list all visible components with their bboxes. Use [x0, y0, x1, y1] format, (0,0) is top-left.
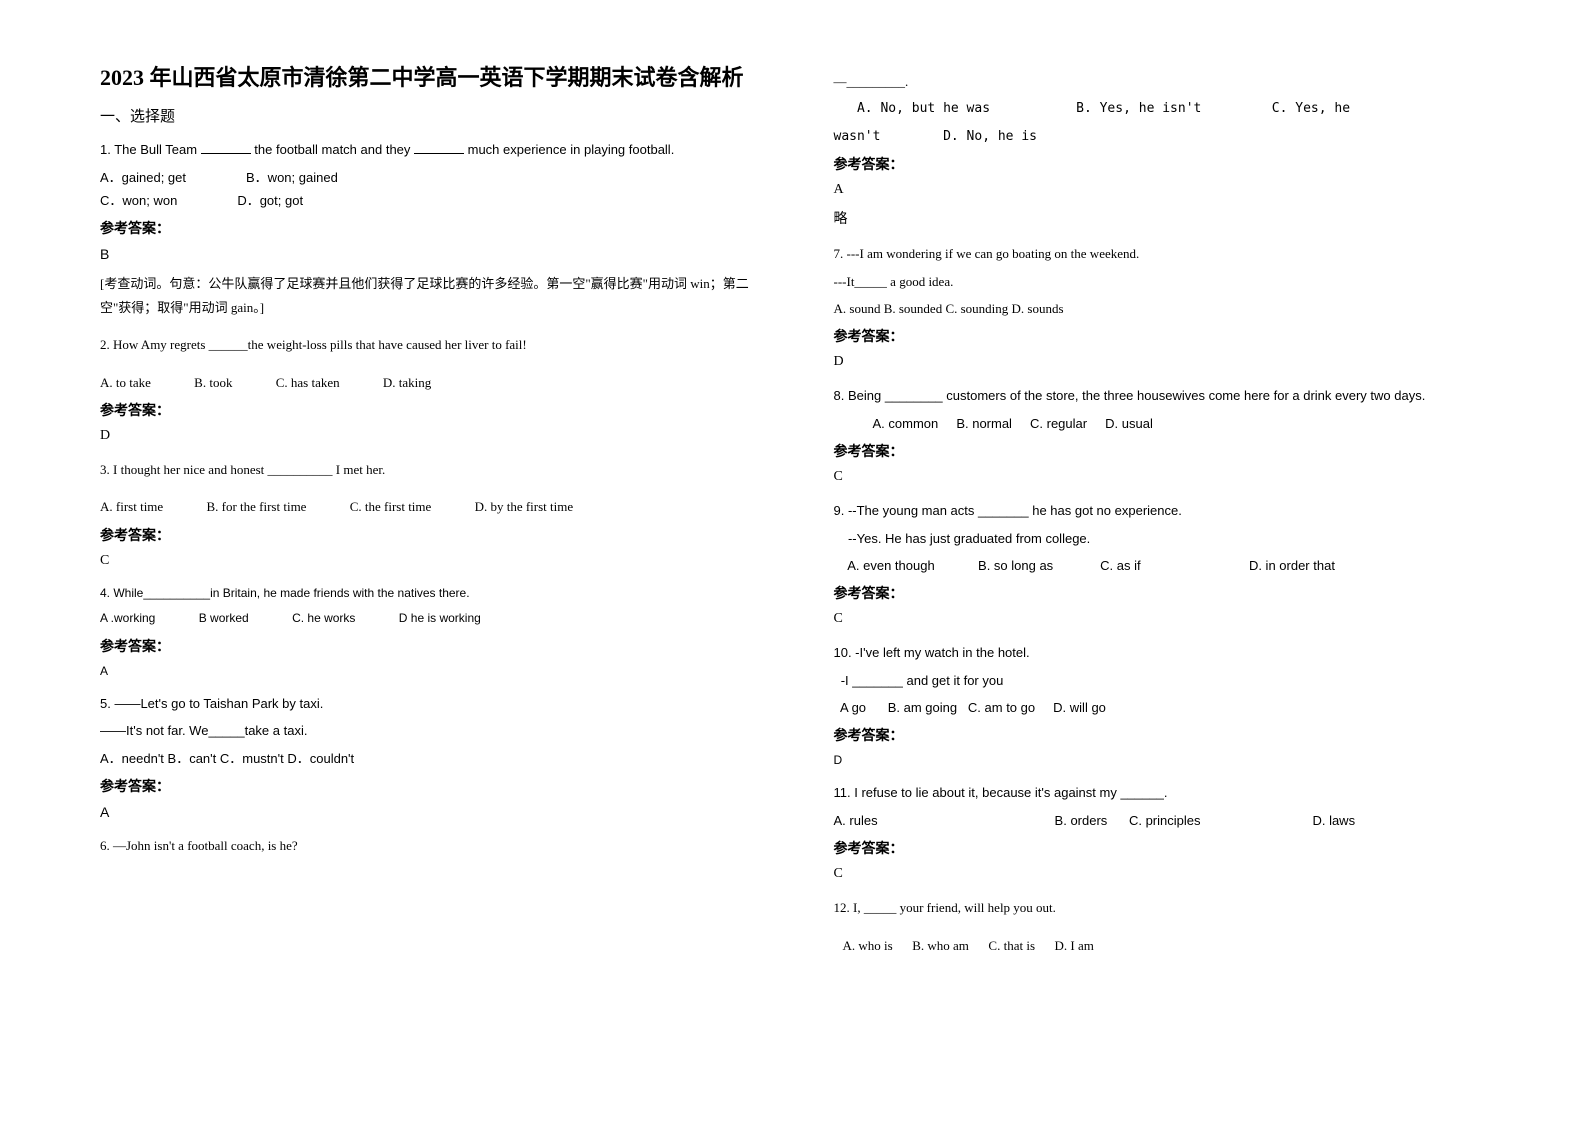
- question-9: 9. --The young man acts _______ he has g…: [834, 499, 1488, 627]
- q8-answer: C: [834, 469, 1488, 485]
- right-column: —_________. A. No, but he was B. Yes, he…: [834, 60, 1488, 971]
- q6-answer: A: [834, 182, 1488, 198]
- answer-label: 参考答案：: [100, 525, 754, 545]
- q4-answer: A: [100, 664, 754, 678]
- q2-opt-b: B. took: [194, 371, 232, 394]
- q4-opt-a: A .working: [100, 608, 155, 630]
- q1-opt-a: A．gained; get: [100, 166, 186, 189]
- q4-opt-c: C. he works: [292, 608, 355, 630]
- answer-label: 参考答案：: [100, 218, 754, 238]
- q5-text2: ――It's not far. We_____take a taxi.: [100, 719, 754, 742]
- q1-options-row2: C．won; won D．got; got: [100, 189, 754, 212]
- q1-answer: B: [100, 246, 754, 262]
- q9-options: A. even though B. so long as C. as if D.…: [834, 554, 1488, 577]
- question-2: 2. How Amy regrets ______the weight-loss…: [100, 333, 754, 444]
- q4-opt-b: B worked: [199, 608, 249, 630]
- q2-answer: D: [100, 428, 754, 444]
- skip-label: 略: [834, 208, 1488, 228]
- q1-opt-d: D．got; got: [237, 189, 303, 212]
- q3-opt-b: B. for the first time: [206, 495, 306, 518]
- q8-options: A. common B. normal C. regular D. usual: [834, 412, 1488, 435]
- q1-options-row1: A．gained; get B．won; gained: [100, 166, 754, 189]
- q3-opt-a: A. first time: [100, 495, 163, 518]
- question-5: 5. ――Let's go to Taishan Park by taxi. ―…: [100, 692, 754, 820]
- q1-opt-c: C．won; won: [100, 189, 177, 212]
- q1-explanation: [考查动词。句意：公牛队赢得了足球赛并且他们获得了足球比赛的许多经验。第一空"赢…: [100, 272, 754, 319]
- q10-answer: D: [834, 753, 1488, 767]
- q4-text: 4. While__________in Britain, he made fr…: [100, 583, 754, 605]
- q10-text2: -I _______ and get it for you: [834, 669, 1488, 692]
- question-3: 3. I thought her nice and honest _______…: [100, 458, 754, 569]
- q6-dash: —_________.: [834, 70, 1488, 93]
- q3-opt-c: C. the first time: [350, 495, 432, 518]
- q5-text1: 5. ――Let's go to Taishan Park by taxi.: [100, 692, 754, 715]
- q5-answer: A: [100, 804, 754, 820]
- q6-options2: wasn't D. No, he is: [834, 125, 1488, 148]
- q2-text: 2. How Amy regrets ______the weight-loss…: [100, 333, 754, 356]
- question-8: 8. Being ________ customers of the store…: [834, 384, 1488, 485]
- question-7: 7. ---I am wondering if we can go boatin…: [834, 242, 1488, 370]
- question-12: 12. I, _____ your friend, will help you …: [834, 896, 1488, 957]
- q10-text1: 10. -I've left my watch in the hotel.: [834, 641, 1488, 664]
- q11-text: 11. I refuse to lie about it, because it…: [834, 781, 1488, 804]
- q2-opt-c: C. has taken: [276, 371, 340, 394]
- question-6-cont: —_________. A. No, but he was B. Yes, he…: [834, 70, 1488, 228]
- question-10: 10. -I've left my watch in the hotel. -I…: [834, 641, 1488, 767]
- q3-opt-d: D. by the first time: [475, 495, 574, 518]
- q7-text1: 7. ---I am wondering if we can go boatin…: [834, 242, 1488, 265]
- q1-part1: 1. The Bull Team: [100, 142, 201, 157]
- q10-options: A go B. am going C. am to go D. will go: [834, 696, 1488, 719]
- q12-options: A. who is B. who am C. that is D. I am: [834, 934, 1488, 957]
- q1-part2: the football match and they: [251, 142, 414, 157]
- q1-text: 1. The Bull Team the football match and …: [100, 138, 754, 161]
- q9-text2: --Yes. He has just graduated from colleg…: [834, 527, 1488, 550]
- q1-part3: much experience in playing football.: [464, 142, 674, 157]
- question-1: 1. The Bull Team the football match and …: [100, 138, 754, 319]
- q11-answer: C: [834, 866, 1488, 882]
- q3-text: 3. I thought her nice and honest _______…: [100, 458, 754, 481]
- q4-opt-d: D he is working: [399, 608, 481, 630]
- q2-opt-d: D. taking: [383, 371, 431, 394]
- answer-label: 参考答案：: [100, 636, 754, 656]
- answer-label: 参考答案：: [834, 838, 1488, 858]
- answer-label: 参考答案：: [100, 400, 754, 420]
- q2-opt-a: A. to take: [100, 371, 151, 394]
- q11-options: A. rules B. orders C. principles D. laws: [834, 809, 1488, 832]
- q5-options: A．needn't B．can't C．mustn't D．couldn't: [100, 747, 754, 770]
- q12-text: 12. I, _____ your friend, will help you …: [834, 896, 1488, 919]
- answer-label: 参考答案：: [834, 154, 1488, 174]
- question-4: 4. While__________in Britain, he made fr…: [100, 583, 754, 678]
- q4-options: A .working B worked C. he works D he is …: [100, 608, 754, 630]
- page-title: 2023 年山西省太原市清徐第二中学高一英语下学期期末试卷含解析: [100, 60, 754, 95]
- q8-text: 8. Being ________ customers of the store…: [834, 384, 1488, 407]
- left-column: 2023 年山西省太原市清徐第二中学高一英语下学期期末试卷含解析 一、选择题 1…: [100, 60, 754, 971]
- q3-answer: C: [100, 553, 754, 569]
- answer-label: 参考答案：: [100, 776, 754, 796]
- q7-text2: ---It_____ a good idea.: [834, 270, 1488, 293]
- q2-options: A. to take B. took C. has taken D. takin…: [100, 371, 754, 394]
- q3-options: A. first time B. for the first time C. t…: [100, 495, 754, 518]
- blank: [201, 140, 251, 154]
- q7-options: A. sound B. sounded C. sounding D. sound…: [834, 297, 1488, 320]
- q9-text1: 9. --The young man acts _______ he has g…: [834, 499, 1488, 522]
- blank: [414, 140, 464, 154]
- q7-answer: D: [834, 354, 1488, 370]
- question-11: 11. I refuse to lie about it, because it…: [834, 781, 1488, 882]
- answer-label: 参考答案：: [834, 441, 1488, 461]
- q6-text: 6. —John isn't a football coach, is he?: [100, 834, 754, 857]
- q9-answer: C: [834, 611, 1488, 627]
- answer-label: 参考答案：: [834, 583, 1488, 603]
- answer-label: 参考答案：: [834, 326, 1488, 346]
- q1-opt-b: B．won; gained: [246, 166, 338, 189]
- answer-label: 参考答案：: [834, 725, 1488, 745]
- question-6: 6. —John isn't a football coach, is he?: [100, 834, 754, 857]
- section-header: 一、选择题: [100, 105, 754, 126]
- q6-options1: A. No, but he was B. Yes, he isn't C. Ye…: [834, 97, 1488, 120]
